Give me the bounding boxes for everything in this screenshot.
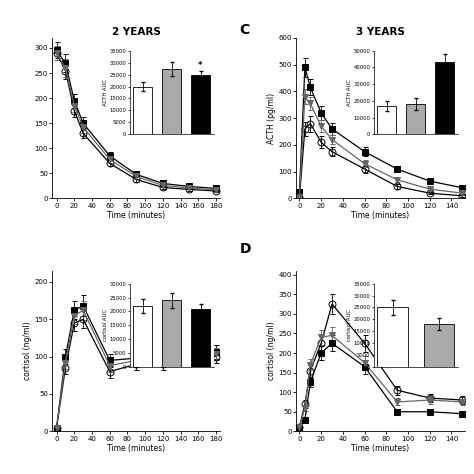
Y-axis label: ACTH AUC: ACTH AUC [347, 79, 352, 106]
Bar [191, 309, 210, 367]
Bar [406, 104, 425, 134]
Y-axis label: cortisol (ng/ml): cortisol (ng/ml) [23, 322, 32, 380]
X-axis label: Time (minutes): Time (minutes) [351, 444, 410, 453]
Bar [133, 87, 152, 134]
Y-axis label: cortisol AUC: cortisol AUC [103, 310, 108, 341]
Bar [191, 74, 210, 134]
Bar [162, 301, 181, 367]
X-axis label: Time (minutes): Time (minutes) [107, 444, 165, 453]
Y-axis label: cortisol AUC: cortisol AUC [347, 310, 352, 341]
Text: D: D [239, 242, 251, 256]
Y-axis label: cortisol (ng/ml): cortisol (ng/ml) [267, 322, 276, 380]
Text: C: C [239, 23, 250, 37]
Text: *: * [198, 61, 203, 70]
Y-axis label: ACTH AUC: ACTH AUC [103, 79, 108, 106]
Bar [377, 308, 408, 367]
Title: 3 YEARS: 3 YEARS [356, 27, 405, 37]
Y-axis label: ACTH (pg/ml): ACTH (pg/ml) [267, 92, 276, 144]
Bar [162, 69, 181, 134]
X-axis label: Time (minutes): Time (minutes) [107, 211, 165, 220]
Bar [133, 306, 152, 367]
Bar [424, 324, 454, 367]
Bar [435, 63, 454, 134]
X-axis label: Time (minutes): Time (minutes) [351, 211, 410, 220]
Title: 2 YEARS: 2 YEARS [112, 27, 161, 37]
Bar [377, 106, 396, 134]
